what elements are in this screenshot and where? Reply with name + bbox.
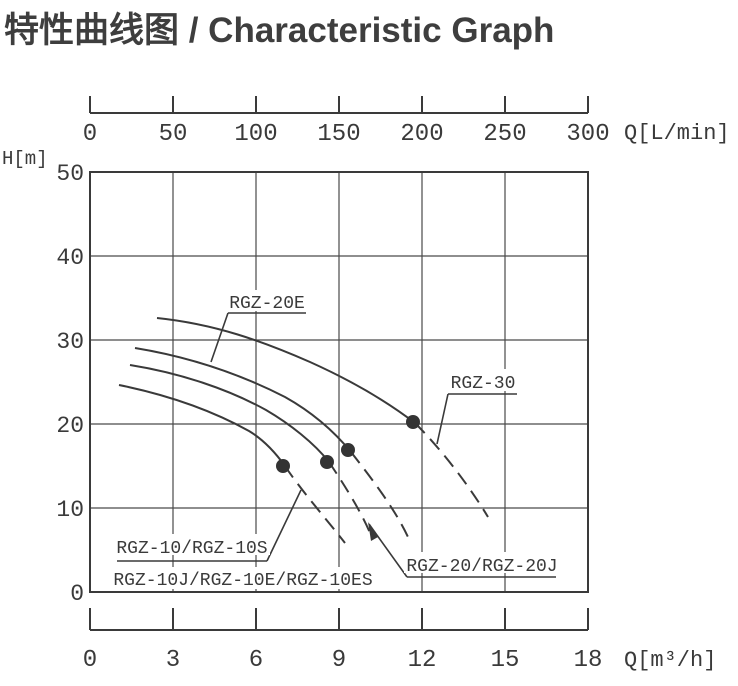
bottom-tick-label: 15 [491,647,520,674]
y-tick-label: 20 [56,413,84,439]
curve-rgz-30-solid [156,317,416,424]
bottom-axis [89,608,589,631]
curve-rgz-30-dashed [414,422,489,518]
bottom-tick-label: 12 [408,647,437,674]
top-axis-labels: 0 50 100 150 200 250 300 Q[L/min] [83,121,730,148]
curve-rgz-20e-dashed [350,451,409,538]
curve-label-rgz-30: RGZ-30 [451,374,516,394]
bottom-tick-label: 3 [166,647,180,674]
bottom-tick-label: 6 [249,647,263,674]
label-rgz-20e: RGZ-20E [210,290,310,363]
curve-rgz-10-solid [118,384,286,467]
top-tick-label: 150 [317,121,360,148]
label-rgz-10-line2: RGZ-10J/RGZ-10E/RGZ-10ES [110,567,376,591]
plot-border [89,171,589,593]
top-tick-label: 0 [83,121,97,148]
curve-label-rgz-20e: RGZ-20E [229,294,305,314]
curve-rgz-20e-solid [134,347,352,453]
rated-points [276,415,420,473]
curve-label-rgz-20: RGZ-20/RGZ-20J [406,557,557,577]
pump-curves [118,317,489,544]
bottom-tick-label: 9 [332,647,346,674]
bottom-tick-label: 18 [574,647,603,674]
curve-label-rgz-10: RGZ-10/RGZ-10S [116,539,267,559]
curve-rgz-20-dashed [328,461,373,539]
leader-arrowhead [368,522,378,541]
y-tick-label: 10 [56,497,84,523]
y-tick-label: 30 [56,329,84,355]
top-tick-label: 200 [400,121,443,148]
rated-point-rgz-30 [406,415,420,429]
y-axis-title: H[m] [2,148,48,170]
label-rgz-10: RGZ-10/RGZ-10S [114,489,302,562]
curve-rgz-10-dashed [284,465,346,544]
y-tick-label: 0 [70,581,84,607]
y-tick-label: 50 [56,161,84,187]
top-axis-unit: Q[L/min] [624,121,730,146]
bottom-axis-unit: Q[m³/h] [624,648,716,673]
top-tick-label: 250 [483,121,526,148]
top-tick-label: 300 [566,121,609,148]
bottom-tick-label: 0 [83,647,97,674]
curve-label-rgz-10-line2: RGZ-10J/RGZ-10E/RGZ-10ES [113,571,372,591]
label-rgz-20: RGZ-20/RGZ-20J [368,522,562,578]
y-axis-labels: 50 40 30 20 10 0 [56,161,84,607]
bottom-axis-labels: 0 3 6 9 12 15 18 Q[m³/h] [83,647,717,674]
rated-point-rgz-20 [320,455,334,469]
top-tick-label: 100 [234,121,277,148]
label-rgz-30: RGZ-30 [436,369,522,445]
page-title: 特性曲线图 / Characteristic Graph [4,11,555,50]
y-tick-label: 40 [56,245,84,271]
rated-point-rgz-10 [276,459,290,473]
rated-point-rgz-20e [341,443,355,457]
top-tick-label: 50 [159,121,188,148]
top-axis [89,96,589,114]
curve-rgz-20-solid [129,364,330,463]
